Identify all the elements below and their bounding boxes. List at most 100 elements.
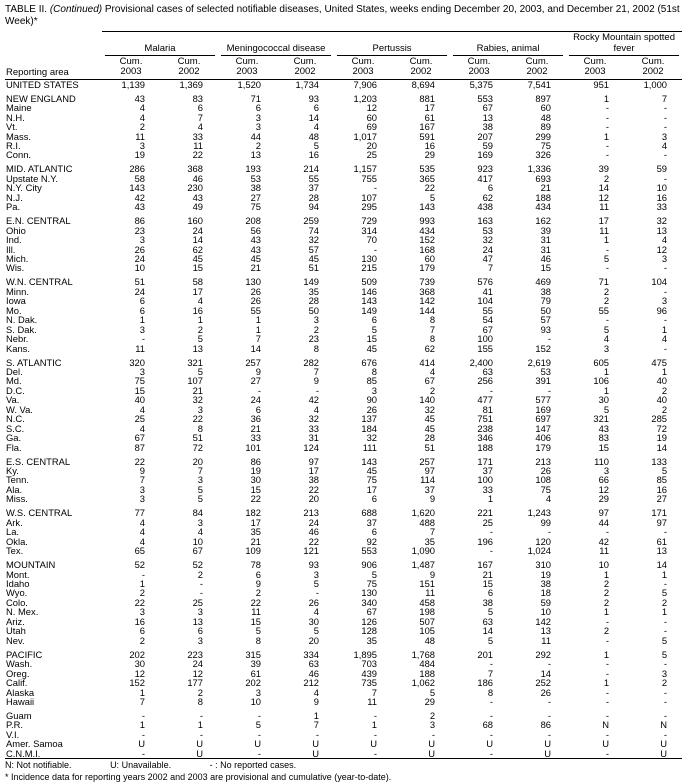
value-cell: 202 [245, 677, 261, 689]
value-cell: 8 [429, 333, 436, 345]
value-cell: 2 [603, 578, 610, 590]
value-cell: - [605, 615, 610, 627]
column-group-meningococcal-disease: Meningococcal disease [218, 31, 335, 56]
value-cell: - [315, 384, 320, 396]
value-cell: 13 [192, 615, 203, 627]
value-cell: - [663, 728, 668, 740]
table-row: Ky. 9 7 19 17 45 97 37 26 3 5 [5, 465, 682, 477]
value-cell: 7 [487, 667, 494, 679]
value-cell: U [660, 738, 668, 750]
table-row: Va. 40 32 24 42 90 140 477 577 30 40 [5, 394, 682, 406]
value-cell: - [489, 728, 494, 740]
value-cell: 196 [477, 535, 494, 547]
value-cell: 75 [540, 483, 552, 495]
reporting-area-header: Reporting area [5, 31, 102, 80]
reporting-area-cell: R.I. [6, 140, 21, 152]
value-cell: 6 [371, 493, 378, 505]
value-cell: 23 [134, 224, 145, 236]
value-cell: 5 [313, 578, 320, 590]
value-cell: N [660, 719, 668, 731]
value-cell: 2,619 [527, 356, 552, 368]
reporting-area-cell: Upstate N.Y. [6, 172, 58, 184]
value-cell: 207 [477, 130, 494, 142]
reporting-area-cell: Va. [6, 394, 20, 406]
value-cell: 2 [429, 384, 436, 396]
value-cell: 4 [429, 366, 436, 377]
value-cell: 32 [656, 215, 668, 227]
value-cell: 7 [661, 92, 668, 104]
table-row: Wis. 10 15 21 51 215 179 7 15 - - [5, 262, 682, 274]
subheader-cum-2002: Cum. 2002 [392, 55, 451, 80]
notifiable-diseases-table: Reporting area Malaria Meningococcal dis… [5, 31, 683, 760]
value-cell: 32 [192, 394, 203, 406]
table-row: PACIFIC 202 223 315 334 1,895 1,768 201 292 1 5 [5, 648, 682, 660]
value-cell: 106 [593, 375, 610, 387]
value-cell: 7 [197, 465, 203, 477]
value-cell: 40 [134, 394, 145, 406]
value-cell: 11 [425, 587, 436, 599]
value-cell: 38 [482, 596, 494, 608]
value-cell: 46 [308, 526, 320, 538]
value-cell: 50 [540, 304, 552, 316]
value-cell: 16 [424, 140, 436, 152]
value-cell: 108 [535, 474, 552, 486]
value-cell: 56 [250, 224, 261, 236]
reporting-area-cell: Wyo. [6, 587, 28, 599]
value-cell: 10 [598, 559, 610, 571]
value-cell: 4 [197, 526, 203, 538]
value-cell: 202 [129, 648, 145, 660]
value-cell: 14 [482, 625, 494, 637]
value-cell: - [605, 658, 610, 670]
table-title: TABLE II. (Continued) Provisional cases … [5, 4, 682, 28]
value-cell: 3 [197, 474, 203, 486]
value-cell: 16 [192, 304, 203, 316]
value-cell: 19 [134, 149, 145, 161]
value-cell: 4 [661, 140, 668, 152]
reporting-area-cell: Mich. [6, 253, 29, 265]
value-cell: 256 [477, 375, 494, 387]
value-cell: 7 [313, 366, 320, 377]
value-cell: 54 [482, 314, 494, 326]
value-cell: 751 [477, 413, 494, 425]
value-cell: 151 [419, 578, 436, 590]
value-cell: 128 [361, 625, 378, 637]
value-cell: 881 [419, 92, 436, 104]
reporting-area-cell: UNITED STATES [6, 78, 79, 90]
value-cell: 85 [366, 375, 378, 387]
value-cell: - [373, 243, 378, 255]
value-cell: 49 [192, 201, 203, 213]
value-cell: 71 [250, 92, 261, 104]
value-cell: 2 [603, 172, 610, 184]
value-cell: 37 [366, 516, 378, 528]
value-cell: 44 [250, 130, 261, 142]
value-cell: 48 [424, 634, 436, 646]
value-cell: 26 [540, 686, 552, 698]
value-cell: 10 [134, 262, 145, 274]
value-cell: 906 [361, 559, 378, 571]
table-row: Fla. 87 72 101 124 111 51 188 179 15 14 [5, 441, 682, 453]
value-cell: - [605, 747, 610, 759]
value-cell: 507 [419, 615, 436, 627]
value-cell: 11 [193, 140, 203, 152]
value-cell: 70 [366, 234, 378, 246]
value-cell: 286 [129, 163, 145, 175]
value-cell: 24 [192, 224, 203, 236]
value-cell: 320 [129, 356, 145, 368]
value-cell: 3 [139, 366, 145, 377]
value-cell: 9 [255, 366, 261, 377]
table-row: Minn. 24 17 26 35 146 368 41 38 2 - [5, 286, 682, 296]
value-cell: - [663, 709, 668, 721]
value-cell: - [373, 728, 378, 740]
value-cell: 14 [598, 182, 610, 194]
table-row: La. 4 4 35 46 6 7 - - - - [5, 526, 682, 538]
value-cell: 124 [303, 441, 320, 453]
value-cell: 282 [303, 356, 320, 368]
reporting-area-cell: Calif. [6, 677, 28, 689]
value-cell: 39 [250, 658, 261, 670]
value-cell: 5 [487, 634, 494, 646]
reporting-area-cell: Kans. [6, 342, 30, 354]
value-cell: 53 [482, 224, 494, 236]
value-cell: 477 [477, 394, 494, 406]
subheader-row: Cum. 2003 Cum. 2002 Cum. 2003 Cum. 2002 Cum. 2003… [5, 55, 683, 80]
value-cell: 63 [482, 366, 494, 377]
